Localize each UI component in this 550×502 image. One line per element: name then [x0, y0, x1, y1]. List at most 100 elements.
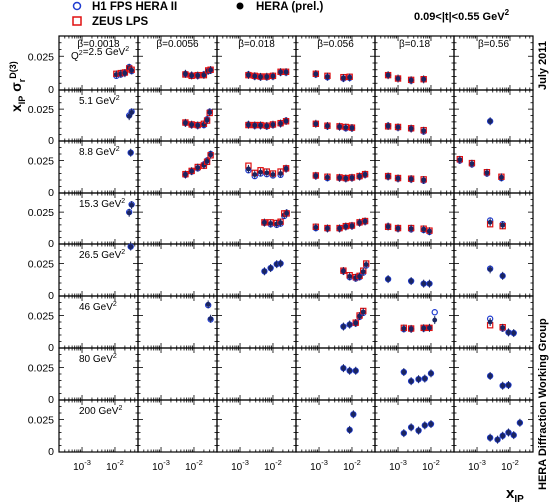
- hera-point: [408, 126, 414, 132]
- hera-point: [341, 268, 346, 274]
- hera-point: [283, 69, 289, 75]
- hera-point: [343, 176, 349, 181]
- hera-point: [395, 76, 401, 81]
- hera-point: [360, 309, 366, 315]
- hera-point: [357, 274, 362, 279]
- hera-point: [484, 170, 490, 176]
- panel-frame: [137, 243, 218, 297]
- hera-point: [487, 373, 493, 379]
- hera-point: [408, 326, 414, 332]
- hera-point: [428, 370, 434, 376]
- hera-point: [252, 73, 258, 79]
- hera-point: [511, 330, 517, 336]
- hera-point: [385, 174, 391, 179]
- beta-label: β=0.0056: [156, 39, 199, 50]
- hera-point: [205, 302, 211, 307]
- hera-point: [499, 175, 504, 180]
- y-tick-label: 0.025: [28, 156, 54, 168]
- hera-point: [325, 175, 330, 180]
- hera-point: [422, 376, 428, 381]
- panel-frame: [453, 192, 534, 245]
- y-tick-label: 0.025: [28, 207, 54, 219]
- beta-label: β=0.18: [399, 39, 430, 50]
- panel-frame: [216, 295, 297, 349]
- panel-frame: [295, 347, 376, 401]
- hera-point: [487, 319, 493, 325]
- hera-point: [487, 266, 493, 272]
- hera-point: [408, 378, 414, 384]
- panel-frame: [137, 399, 218, 453]
- hera-point: [395, 124, 401, 130]
- hera-point: [506, 330, 511, 335]
- hera-point: [278, 261, 283, 266]
- legend-h1-label: H1 FPS HERA II: [92, 1, 177, 13]
- x-tick-label: 10-3: [152, 458, 170, 473]
- hera-point: [350, 411, 356, 417]
- q2-label: Q2=2.5 GeV2: [71, 46, 129, 62]
- x-tick-label: 10-2: [501, 458, 519, 473]
- x-tick-label: 10-2: [343, 458, 361, 473]
- panel-frame: [295, 399, 376, 453]
- hera-point: [262, 268, 267, 274]
- hera-point: [385, 224, 391, 229]
- hera-point: [246, 166, 251, 172]
- hera-point: [401, 369, 407, 375]
- hera-point: [283, 118, 289, 124]
- svg-text:xIP: xIP: [506, 485, 524, 502]
- y-tick-label: 0: [48, 238, 54, 250]
- hera-point: [262, 220, 267, 225]
- hera-point: [408, 77, 414, 83]
- hera-point: [189, 73, 195, 78]
- y-tick-label: 0: [48, 187, 54, 199]
- beta-label: β=0.0018: [77, 39, 120, 50]
- hera-point: [183, 172, 188, 177]
- hera-point: [408, 176, 414, 182]
- hera-point: [500, 325, 506, 331]
- hera-point: [427, 281, 432, 287]
- group-label: HERA Diffraction Working Group: [537, 318, 549, 490]
- hera-point: [189, 168, 195, 174]
- hera-point: [347, 427, 353, 433]
- hera-point: [347, 274, 353, 279]
- q2-label: 15.3 GeV2: [79, 198, 125, 210]
- hera-point: [208, 152, 214, 158]
- panel-frame: [295, 140, 376, 194]
- hera-point: [195, 165, 201, 171]
- hera-point: [385, 276, 391, 282]
- hera-point: [252, 123, 258, 128]
- hera-point: [343, 125, 349, 131]
- hera-point: [268, 221, 274, 227]
- x-tick-label: 10-3: [231, 458, 249, 473]
- panel-frame: [216, 89, 297, 142]
- hera-point: [129, 202, 135, 208]
- hera-point: [401, 326, 407, 331]
- hera-point: [128, 244, 134, 250]
- hera-point: [204, 117, 210, 123]
- q2-label: 26.5 GeV2: [79, 249, 125, 261]
- hera-point: [278, 121, 283, 126]
- hera-point: [385, 72, 391, 78]
- hera-point: [325, 123, 330, 129]
- hera-point: [189, 122, 195, 128]
- panel-frame: [374, 399, 455, 453]
- y-tick-label: 0: [48, 394, 54, 406]
- y-axis-title: xIP σrD(3): [8, 61, 27, 112]
- hera-point: [362, 172, 368, 177]
- hera-point: [341, 365, 346, 371]
- legend-hera-label: HERA (prel.): [256, 1, 323, 13]
- q2-label: 5.1 GeV2: [79, 95, 120, 107]
- q2-label: 46 GeV2: [79, 301, 117, 313]
- panel-frame: [453, 243, 534, 297]
- hera-point: [347, 322, 353, 327]
- hera-point: [349, 175, 355, 181]
- legend-hera-marker: [236, 2, 244, 10]
- y-tick-label: 0.025: [28, 311, 54, 323]
- hera-point: [422, 422, 428, 428]
- hera-point: [208, 316, 214, 322]
- hera-point: [357, 220, 362, 226]
- panel-frame: [453, 140, 534, 194]
- hera-point: [246, 122, 251, 128]
- hera-point: [506, 382, 511, 388]
- x-tick-label: 10-3: [468, 458, 486, 473]
- hera-point: [126, 113, 132, 119]
